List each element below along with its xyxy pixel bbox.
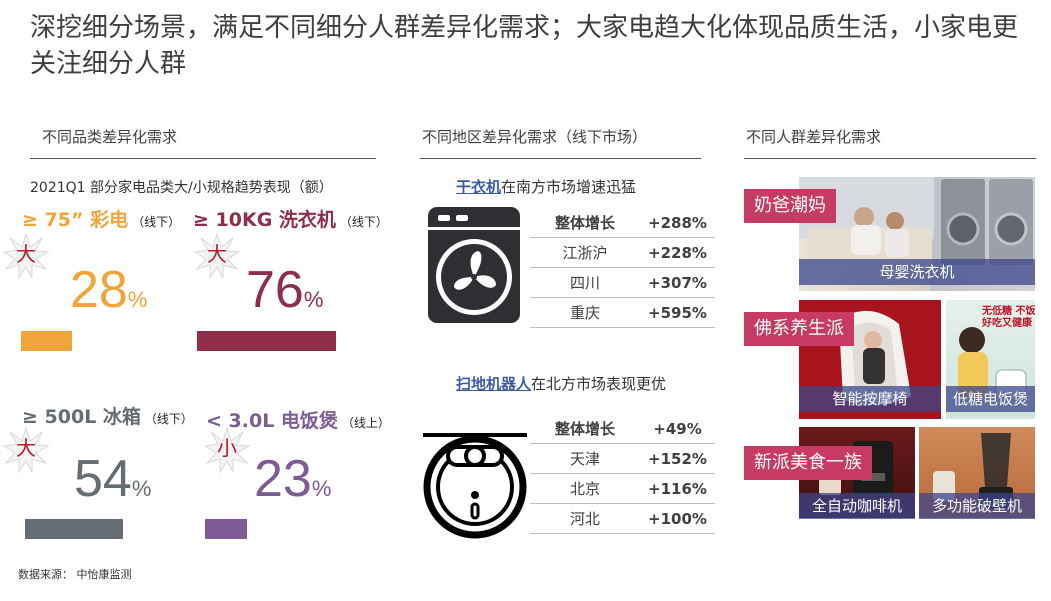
region-cell: 天津 xyxy=(530,443,640,474)
dryer-headline-text: 在南方市场增速迅猛 xyxy=(501,178,637,196)
tag-young-parents: 奶爸潮妈 xyxy=(744,189,836,223)
category-label-text: ≥ 500L 冰箱 xyxy=(22,406,141,428)
starburst-badge: 小 xyxy=(203,426,251,474)
badge-text: 小 xyxy=(217,436,237,460)
region-cell: 整体增长 xyxy=(530,208,640,238)
table-row: 整体增长 +288% xyxy=(530,208,715,238)
percent-unit: % xyxy=(303,287,324,312)
channel-note: （线下） xyxy=(132,215,181,229)
channel-note: （线下） xyxy=(144,412,193,426)
percent-value: 54 xyxy=(74,450,132,508)
region-cell: 北京 xyxy=(530,473,640,504)
share-bar-washer xyxy=(197,331,336,351)
robot-growth-table: 整体增长 +49% 天津 +152% 北京 +116% 河北 +100% xyxy=(530,414,715,534)
percent-unit: % xyxy=(127,287,148,312)
caption-coffee-machine: 全自动咖啡机 xyxy=(799,493,915,519)
region-cell: 重庆 xyxy=(530,297,640,328)
region-cell: 整体增长 xyxy=(530,414,640,444)
growth-cell: +307% xyxy=(640,267,715,298)
percent-value: 23 xyxy=(254,450,312,508)
data-source-note: 数据来源： 中怡康监测 xyxy=(18,568,132,581)
growth-cell: +116% xyxy=(640,473,715,504)
percent-unit: % xyxy=(131,476,152,501)
channel-note: （线下） xyxy=(339,215,388,229)
percent-tv: 28% xyxy=(70,262,147,328)
table-row: 重庆 +595% xyxy=(530,297,715,328)
growth-cell: +228% xyxy=(640,237,715,268)
badge-text: 大 xyxy=(16,242,36,266)
table-row: 整体增长 +49% xyxy=(530,414,715,444)
dryer-product-name: 干衣机 xyxy=(456,178,502,196)
category-label-rice-cooker: < 3.0L 电饭煲 （线上） xyxy=(206,406,390,433)
percent-washer: 76% xyxy=(246,262,323,328)
region-cell: 四川 xyxy=(530,267,640,298)
percent-rice-cooker: 23% xyxy=(254,451,331,517)
tag-food-lovers: 新派美食一族 xyxy=(744,446,872,480)
poster-text-line: 无低糖 不饭煲 xyxy=(982,306,1035,317)
dryer-headline: 干衣机在南方市场增速迅猛 xyxy=(456,176,636,197)
robot-headline-text: 在北方市场表现更优 xyxy=(531,375,667,393)
percent-value: 28 xyxy=(70,261,128,319)
region-cell: 河北 xyxy=(530,503,640,534)
channel-note: （线上） xyxy=(341,416,390,430)
share-bar-fridge xyxy=(25,519,123,539)
starburst-badge: 大 xyxy=(2,426,50,474)
divider xyxy=(30,158,376,159)
category-label-washer: ≥ 10KG 洗衣机 （线下） xyxy=(193,205,388,232)
share-bar-tv xyxy=(21,331,72,351)
section-heading-category: 不同品类差异化需求 xyxy=(42,128,178,146)
table-row: 天津 +152% xyxy=(530,443,715,474)
growth-cell: +100% xyxy=(640,503,715,534)
caption-baby-washer: 母婴洗衣机 xyxy=(799,259,1035,285)
caption-low-sugar-cooker: 低糖电饭煲 xyxy=(946,386,1035,412)
share-bar-rice-cooker xyxy=(205,519,247,539)
poster-text: 无低糖 不饭煲 好吃又健康 xyxy=(982,306,1035,330)
badge-text: 大 xyxy=(207,242,227,266)
starburst-badge: 大 xyxy=(2,232,50,280)
table-row: 江浙沪 +228% xyxy=(530,237,715,268)
category-label-text: ≥ 75” 彩电 xyxy=(22,209,129,231)
divider xyxy=(744,158,1036,159)
percent-value: 76 xyxy=(246,261,304,319)
section-heading-region: 不同地区差异化需求（线下市场） xyxy=(422,128,648,146)
category-label-text: ≥ 10KG 洗衣机 xyxy=(193,209,336,231)
growth-cell: +152% xyxy=(640,443,715,474)
table-row: 北京 +116% xyxy=(530,473,715,504)
table-row: 四川 +307% xyxy=(530,267,715,298)
table-row: 河北 +100% xyxy=(530,503,715,534)
category-label-tv: ≥ 75” 彩电 （线下） xyxy=(22,205,180,232)
badge-text: 大 xyxy=(16,436,36,460)
page-title: 深挖细分场景，满足不同细分人群差异化需求；大家电趋大化体现品质生活，小家电更关注… xyxy=(30,13,1019,79)
robot-headline: 扫地机器人在北方市场表现更优 xyxy=(456,373,666,394)
growth-cell: +288% xyxy=(640,208,715,238)
robot-product-name: 扫地机器人 xyxy=(456,375,532,393)
category-label-text: < 3.0L 电饭煲 xyxy=(206,410,338,432)
caption-blender: 多功能破壁机 xyxy=(919,493,1035,519)
category-subtitle: 2021Q1 部分家电品类大/小规格趋势表现（额） xyxy=(30,180,333,196)
region-cell: 江浙沪 xyxy=(530,237,640,268)
tag-wellness-seekers: 佛系养生派 xyxy=(744,312,854,346)
dryer-growth-table: 整体增长 +288% 江浙沪 +228% 四川 +307% 重庆 +595% xyxy=(530,208,715,328)
dryer-icon xyxy=(428,207,520,323)
divider xyxy=(420,158,701,159)
growth-cell: +49% xyxy=(640,414,715,444)
growth-cell: +595% xyxy=(640,297,715,328)
caption-massage-chair: 智能按摩椅 xyxy=(799,386,941,412)
category-label-fridge: ≥ 500L 冰箱 （线下） xyxy=(22,402,193,429)
percent-unit: % xyxy=(311,476,332,501)
percent-fridge: 54% xyxy=(74,451,151,517)
robot-vacuum-icon xyxy=(420,425,530,541)
poster-text-line: 好吃又健康 xyxy=(982,318,1032,329)
starburst-badge: 大 xyxy=(193,232,241,280)
section-heading-people: 不同人群差异化需求 xyxy=(746,128,882,146)
